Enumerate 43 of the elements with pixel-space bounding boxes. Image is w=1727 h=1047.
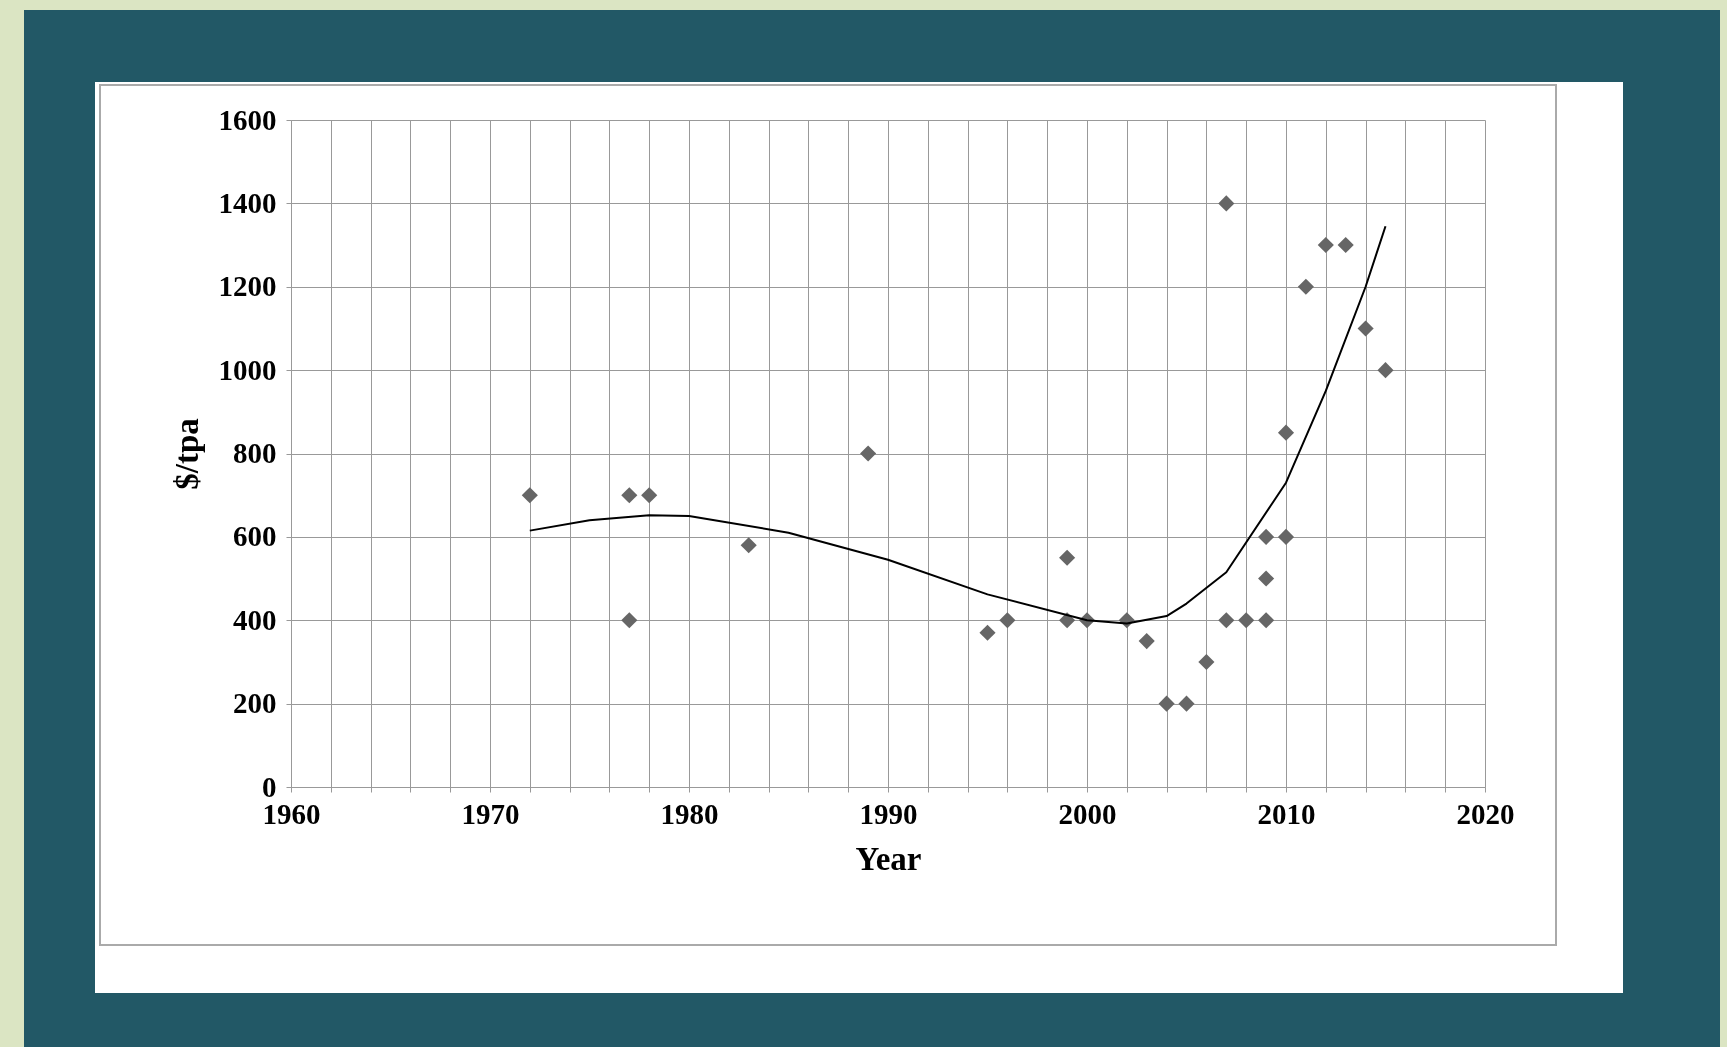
point: [1059, 549, 1076, 566]
point: [621, 487, 638, 504]
y-tick-label: 1200: [218, 270, 277, 303]
x-axis-title: Year: [855, 840, 922, 877]
point: [1059, 612, 1076, 629]
point: [1198, 653, 1215, 670]
point: [1377, 362, 1394, 379]
point: [1258, 528, 1275, 545]
point: [979, 624, 996, 641]
point: [641, 487, 658, 504]
point: [1238, 612, 1255, 629]
y-tick-label: 600: [233, 520, 277, 553]
point: [740, 537, 757, 554]
point: [621, 612, 638, 629]
point: [1158, 695, 1175, 712]
y-tick-label: 400: [233, 603, 277, 636]
point: [860, 445, 877, 462]
y-tick-label: 1600: [218, 103, 277, 136]
point: [1258, 570, 1275, 587]
point: [1218, 612, 1235, 629]
point: [1317, 237, 1334, 254]
point: [999, 612, 1016, 629]
point: [1357, 320, 1374, 337]
x-tick-label: 2020: [1456, 797, 1515, 830]
y-tick-label: 1000: [218, 353, 277, 386]
y-tick-label: 1400: [218, 186, 277, 219]
point: [1277, 424, 1295, 441]
x-tick-label: 1990: [859, 797, 918, 830]
y-tick-label: 200: [233, 687, 277, 720]
point: [1297, 278, 1314, 295]
x-tick-label: 1980: [660, 797, 719, 830]
y-tick-label: 800: [233, 437, 277, 469]
point: [1218, 195, 1235, 212]
x-tick-label: 1970: [461, 797, 520, 830]
point: [1258, 612, 1275, 629]
point: [1178, 695, 1195, 712]
y-axis-title: $/tpa: [168, 418, 205, 490]
point: [1337, 237, 1354, 254]
x-tick-label: 2000: [1058, 797, 1117, 830]
point: [521, 487, 538, 504]
x-tick-label: 2010: [1257, 797, 1316, 830]
point: [1138, 633, 1155, 650]
point: [1277, 528, 1295, 545]
